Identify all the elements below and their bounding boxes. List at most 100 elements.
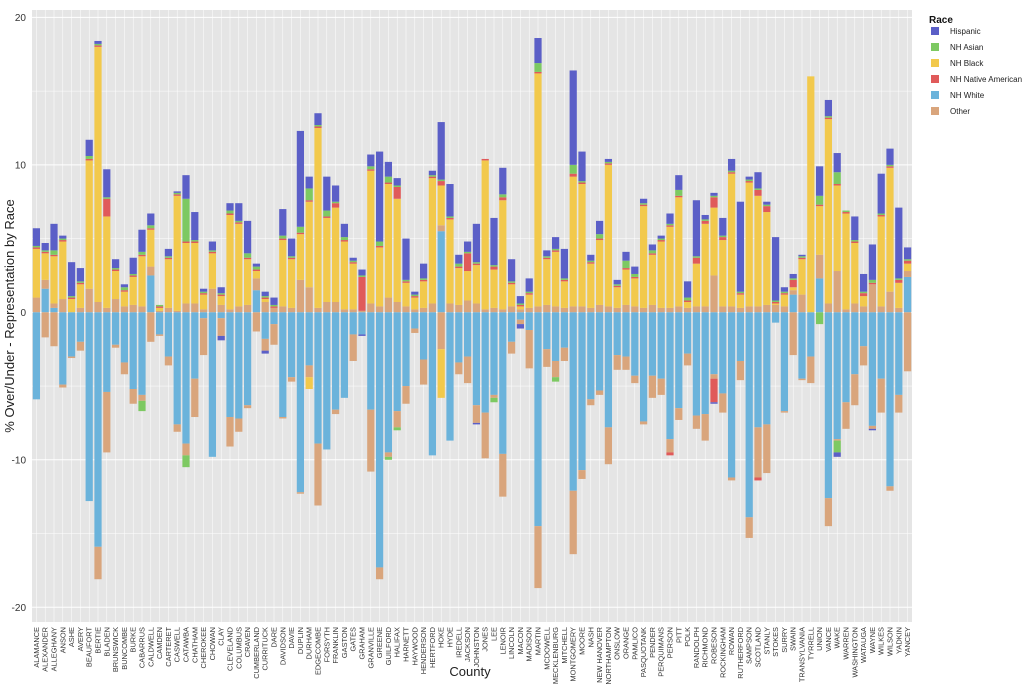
bar-segment-other <box>859 306 868 313</box>
bar-segment-nh-asian <box>631 273 639 277</box>
bar-segment-nh-black <box>32 248 41 298</box>
x-tick-label: NASH <box>586 627 595 648</box>
bar-segment-other <box>235 306 243 313</box>
bar-segment-nh-native-american <box>367 169 375 171</box>
bar-segment-other <box>789 290 797 295</box>
bar-segment-hispanic <box>349 257 357 261</box>
bar-segment-nh-black <box>235 223 243 307</box>
x-tick-label: SURRY <box>780 627 789 653</box>
bar-segment-nh-asian <box>639 203 648 205</box>
bar-segment-other <box>780 411 789 413</box>
bar-segment-nh-asian <box>815 195 824 205</box>
bar-segment-hispanic <box>895 207 903 279</box>
bar-segment-other <box>754 427 762 478</box>
x-tick-label: STOKES <box>771 627 780 657</box>
bar-segment-nh-black <box>437 185 445 226</box>
bar-segment-other <box>895 394 903 413</box>
bar-segment-nh-white <box>490 312 498 395</box>
bar-segment-other <box>367 409 375 472</box>
bar-segment-other <box>358 310 366 313</box>
bar-segment-other <box>208 288 217 313</box>
bar-segment-nh-native-american <box>675 195 683 198</box>
bar-segment-nh-asian <box>419 278 428 280</box>
bar-segment-nh-native-american <box>402 281 410 283</box>
bar-segment-other <box>877 306 885 313</box>
bar-segment-nh-native-american <box>507 282 516 285</box>
bar-segment-nh-black <box>886 167 894 292</box>
bar-segment-nh-white <box>455 312 463 363</box>
legend-label-other: Other <box>950 107 970 116</box>
bar-segment-nh-black <box>111 271 120 300</box>
bar-segment-other <box>631 306 639 313</box>
bar-segment-nh-black <box>129 276 137 305</box>
bar-segment-nh-white <box>736 312 745 361</box>
bar-segment-nh-native-american <box>252 269 261 272</box>
bar-segment-nh-native-american <box>736 293 745 295</box>
bar-segment-other <box>76 341 85 351</box>
bar-segment-nh-asian <box>208 250 217 252</box>
bar-segment-hispanic <box>560 248 569 279</box>
bar-segment-nh-white <box>50 307 58 313</box>
bar-segment-other <box>595 390 604 395</box>
bar-segment-nh-black <box>560 281 569 308</box>
bar-segment-other <box>182 443 190 456</box>
bar-segment-hispanic <box>428 170 437 176</box>
bar-segment-hispanic <box>745 176 753 180</box>
bar-segment-nh-asian <box>859 291 868 294</box>
bar-segment-nh-asian <box>763 204 771 207</box>
bar-segment-nh-asian <box>340 237 349 241</box>
bar-segment-nh-white <box>622 312 630 357</box>
x-tick-label: CUMBERLAND <box>252 627 261 679</box>
legend-title: Race <box>929 15 953 26</box>
bar-segment-nh-asian <box>129 273 137 276</box>
bar-segment-hispanic <box>331 185 340 202</box>
bar-segment-other <box>411 309 419 313</box>
bar-segment-hispanic <box>868 428 877 431</box>
bar-segment-other <box>692 415 701 429</box>
bar-segment-other <box>155 310 164 313</box>
bar-segment-nh-asian <box>516 303 525 305</box>
bar-segment-nh-black <box>446 219 454 304</box>
bar-segment-other <box>587 399 595 406</box>
bar-segment-nh-native-american <box>754 477 762 481</box>
bar-segment-other <box>199 309 208 313</box>
legend-label-nh-black: NH Black <box>950 59 984 68</box>
bar-segment-nh-asian <box>877 213 885 215</box>
bar-segment-other <box>164 307 173 313</box>
bar-segment-other <box>551 360 560 378</box>
x-tick-label: CABARRUS <box>138 627 147 668</box>
bar-segment-other <box>798 378 806 381</box>
bar-segment-nh-native-american <box>85 158 93 161</box>
x-tick-label: ASHE <box>67 627 76 647</box>
x-tick-label: GASTON <box>340 627 349 658</box>
x-tick-label: PERQUIMANS <box>657 627 666 677</box>
x-tick-label: WILKES <box>877 627 886 655</box>
bar-segment-hispanic <box>490 217 498 266</box>
bar-segment-other <box>226 309 234 313</box>
x-tick-label: MACON <box>516 627 525 655</box>
bar-segment-nh-asian <box>727 170 736 173</box>
bar-segment-hispanic <box>199 288 208 292</box>
bar-segment-nh-native-american <box>481 158 489 161</box>
bar-segment-nh-asian <box>842 210 850 213</box>
bar-segment-nh-white <box>226 312 234 418</box>
bar-segment-hispanic <box>314 113 322 126</box>
bar-segment-other <box>851 374 859 406</box>
bar-segment-nh-asian <box>182 455 190 468</box>
bar-segment-other <box>147 266 155 276</box>
bar-segment-other <box>851 303 859 313</box>
bar-segment-other <box>727 477 736 481</box>
bar-segment-nh-asian <box>754 188 762 190</box>
bar-segment-hispanic <box>736 201 745 292</box>
bar-segment-nh-native-american <box>472 263 481 266</box>
bar-segment-nh-black <box>437 349 445 398</box>
bar-segment-other <box>50 312 58 347</box>
bar-segment-nh-native-american <box>692 257 701 264</box>
bar-segment-nh-white <box>85 312 93 502</box>
bar-segment-other <box>534 526 542 589</box>
x-tick-label: RANDOLPH <box>692 627 701 668</box>
bar-segment-other <box>578 306 586 313</box>
bar-segment-nh-native-american <box>296 232 305 235</box>
bar-segment-nh-white <box>534 312 542 527</box>
